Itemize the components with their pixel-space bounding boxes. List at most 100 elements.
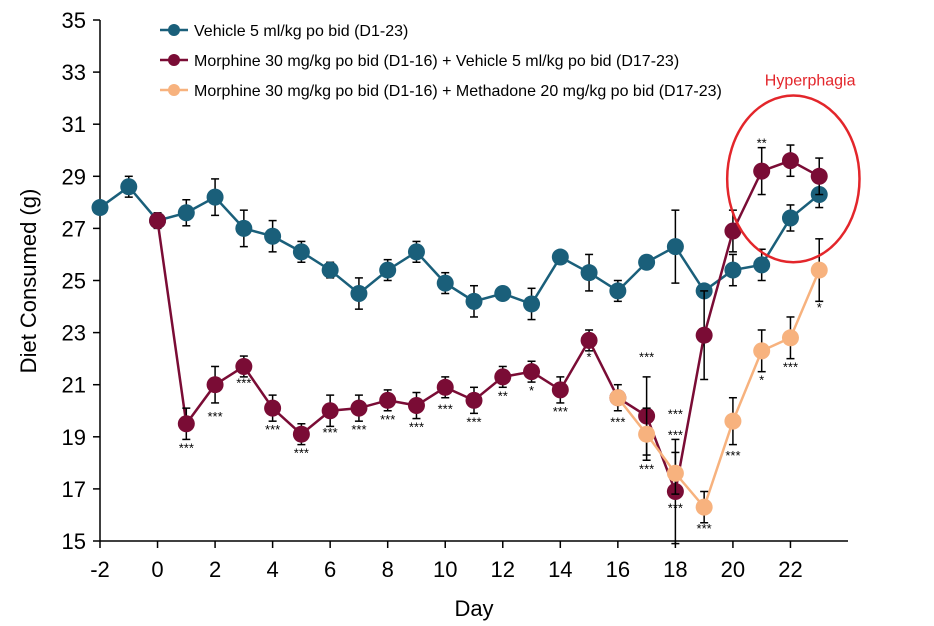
data-point — [436, 378, 454, 396]
significance-label: *** — [697, 521, 712, 536]
x-axis-title: Day — [454, 596, 493, 621]
legend-item-3: Morphine 30 mg/kg po bid (D1-16) + Metha… — [160, 83, 722, 100]
data-point — [666, 464, 684, 482]
series-2 — [149, 144, 828, 545]
x-tick-label: 10 — [433, 557, 457, 582]
data-point — [350, 285, 368, 303]
y-tick-label: 17 — [62, 477, 86, 502]
data-point — [580, 264, 598, 282]
data-point — [781, 152, 799, 170]
x-tick-label: 20 — [721, 557, 745, 582]
legend-swatch-marker — [168, 84, 180, 96]
significance-label: *** — [351, 422, 366, 437]
x-tick-label: 8 — [382, 557, 394, 582]
significance-label: *** — [610, 414, 625, 429]
series-1 — [91, 175, 828, 321]
significance-label: *** — [553, 404, 568, 419]
significance-labels: ****************** ***************** *****… — [179, 136, 822, 537]
y-tick-label: 23 — [62, 321, 86, 346]
data-point — [292, 243, 310, 261]
y-ticks: 15 17 19 21 23 25 27 29 31 33 35 — [62, 8, 100, 554]
y-tick-label: 21 — [62, 373, 86, 398]
significance-label: * — [817, 300, 822, 315]
significance-label: *** — [466, 414, 481, 429]
data-point — [292, 425, 310, 443]
legend: Vehicle 5 ml/kg po bid (D1-23) Morphine 3… — [160, 23, 722, 100]
data-point — [666, 238, 684, 256]
data-point — [177, 415, 195, 433]
data-point — [264, 227, 282, 245]
data-point — [781, 329, 799, 347]
y-tick-label: 33 — [62, 60, 86, 85]
significance-label: *** — [323, 425, 338, 440]
x-tick-label: 22 — [778, 557, 802, 582]
data-point — [695, 326, 713, 344]
data-point — [149, 212, 167, 230]
x-tick-label: 18 — [663, 557, 687, 582]
data-point — [724, 261, 742, 279]
data-point — [609, 282, 627, 300]
significance-label: * — [529, 383, 534, 398]
legend-label: Vehicle 5 ml/kg po bid (D1-23) — [194, 23, 408, 40]
legend-swatch-marker — [168, 24, 180, 36]
legend-item-1: Vehicle 5 ml/kg po bid (D1-23) — [160, 23, 408, 40]
significance-label: *** — [207, 409, 222, 424]
y-axis: 15 17 19 21 23 25 27 29 31 33 35 — [62, 8, 101, 554]
data-point — [206, 376, 224, 394]
data-point — [551, 381, 569, 399]
x-axis: -2 0 2 4 6 8 10 12 14 16 18 20 22 — [90, 540, 848, 582]
legend-label: Morphine 30 mg/kg po bid (D1-16) + Metha… — [194, 83, 722, 100]
annotation-circle — [725, 94, 861, 264]
significance-label: *** — [668, 427, 683, 442]
y-tick-label: 29 — [62, 164, 86, 189]
y-axis-title: Diet Consumed (g) — [16, 189, 41, 374]
data-point — [494, 368, 512, 386]
data-point — [781, 209, 799, 227]
data-point — [523, 363, 541, 381]
data-point — [91, 199, 109, 217]
data-point — [407, 243, 425, 261]
data-point — [120, 178, 138, 196]
significance-label: ** — [757, 136, 767, 151]
significance-label: *** — [294, 446, 309, 461]
x-ticks: -2 0 2 4 6 8 10 12 14 16 18 20 22 — [90, 541, 803, 582]
significance-label: *** — [668, 500, 683, 515]
significance-label: *** — [639, 461, 654, 476]
significance-label: *** — [409, 420, 424, 435]
data-point — [724, 222, 742, 240]
legend-swatch-marker — [168, 54, 180, 66]
data-point — [264, 399, 282, 417]
series-3 — [609, 238, 828, 524]
data-point — [407, 397, 425, 415]
x-tick-label: 4 — [266, 557, 278, 582]
data-point — [753, 256, 771, 274]
x-tick-label: 12 — [491, 557, 515, 582]
x-tick-label: 16 — [606, 557, 630, 582]
data-point — [724, 412, 742, 430]
data-point — [753, 162, 771, 180]
data-point — [551, 248, 569, 266]
data-point — [494, 285, 512, 303]
legend-label: Morphine 30 mg/kg po bid (D1-16) + Vehic… — [194, 53, 679, 70]
data-point — [753, 342, 771, 360]
series-line — [99, 185, 821, 306]
data-point — [206, 188, 224, 206]
data-point — [810, 167, 828, 185]
significance-label: *** — [639, 349, 654, 364]
significance-label: *** — [265, 422, 280, 437]
significance-label: *** — [236, 375, 251, 390]
x-tick-label: -2 — [90, 557, 110, 582]
x-tick-label: 2 — [209, 557, 221, 582]
data-point — [810, 261, 828, 279]
significance-label: *** — [668, 407, 683, 422]
significance-label: *** — [380, 412, 395, 427]
data-point — [523, 295, 541, 313]
data-point — [465, 292, 483, 310]
x-tick-label: 6 — [324, 557, 336, 582]
y-tick-label: 27 — [62, 216, 86, 241]
legend-item-2: Morphine 30 mg/kg po bid (D1-16) + Vehic… — [160, 53, 679, 70]
x-tick-label: 14 — [548, 557, 572, 582]
significance-label: * — [759, 373, 764, 388]
data-point — [695, 498, 713, 516]
